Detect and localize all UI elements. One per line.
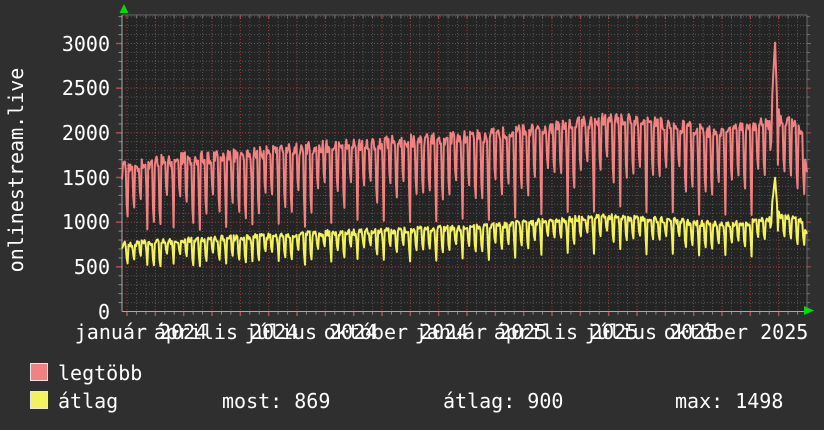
x-tick-label: április 2025 (493, 320, 639, 344)
stat-atlag: átlag: 900 (443, 389, 564, 413)
y-tick-label: 500 (73, 254, 110, 279)
x-tick-label: január 2024 (74, 320, 208, 344)
x-tick-label: október 2025 (663, 320, 809, 344)
y-tick-label: 0 (97, 299, 110, 324)
y-tick-label: 3000 (61, 31, 110, 56)
legend-swatch-atlag-icon (30, 391, 48, 409)
x-tick-label: január 2025 (414, 320, 548, 344)
y-tick-label: 1500 (61, 165, 110, 190)
series-line-atlag (121, 176, 808, 268)
stat-max: max: 1498 (675, 389, 784, 413)
legend-label-atlag: átlag (58, 389, 119, 413)
series-line-legtobb (121, 41, 808, 231)
right-arrow-icon (804, 306, 814, 315)
y-tick-label: 2500 (61, 76, 110, 101)
up-arrow-icon (119, 4, 129, 13)
y-tick-label: 1000 (61, 210, 110, 235)
y-tick-label: 2000 (61, 120, 110, 145)
x-tick-label: október 2024 (323, 320, 469, 344)
x-tick-label: április 2024 (153, 320, 299, 344)
stat-most: most: 869 (222, 389, 331, 413)
legend-label-legtobb: legtöbb (58, 361, 143, 385)
legend-swatch-legtobb-icon (30, 363, 48, 381)
x-tick-label: július 2025 (584, 320, 718, 344)
x-tick-label: július 2024 (244, 320, 378, 344)
